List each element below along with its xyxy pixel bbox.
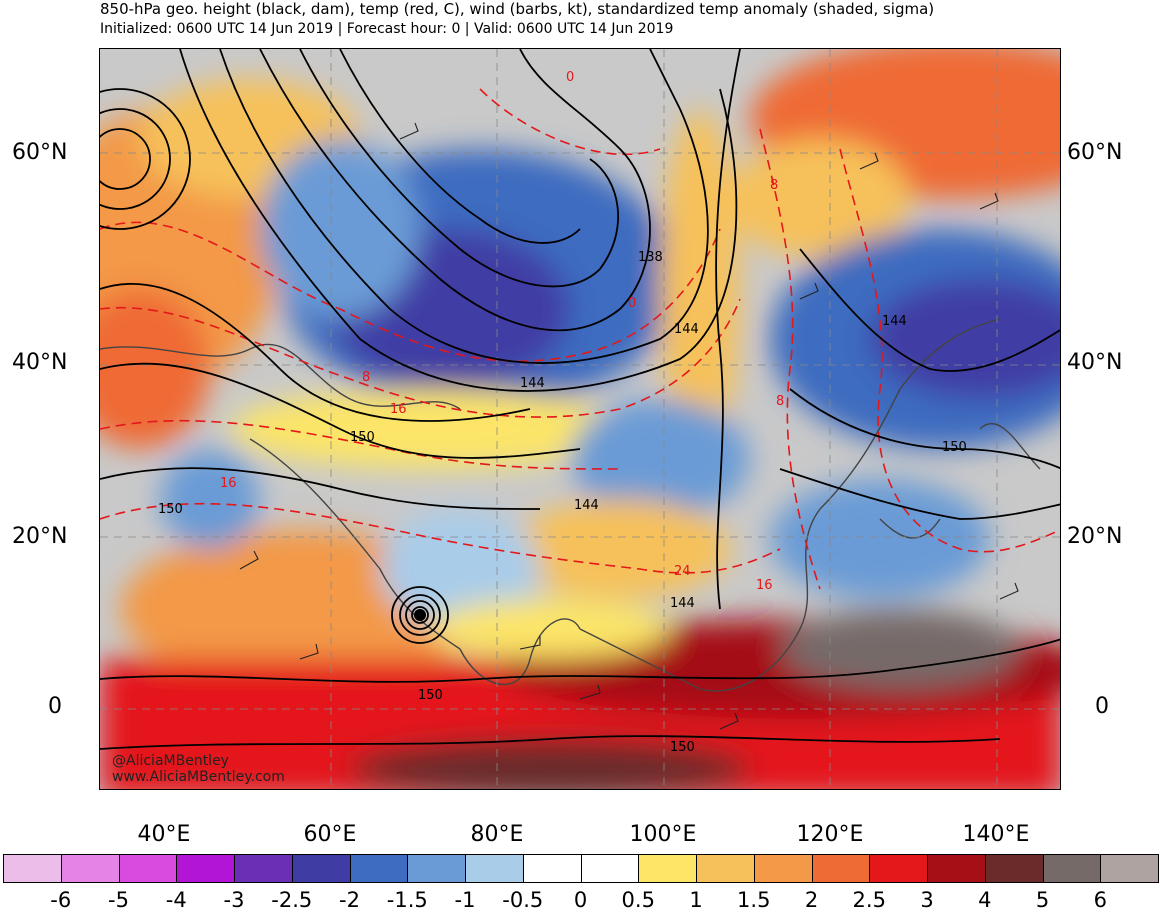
colorbar-label: 0.5 bbox=[621, 888, 655, 912]
credit-url: www.AliciaMBentley.com bbox=[112, 769, 285, 785]
lon-label: 120°E bbox=[796, 822, 864, 847]
colorbar-label: 1 bbox=[689, 888, 703, 912]
map-panel[interactable]: 138 144 144 144 150 150 150 150 144 144 … bbox=[99, 48, 1061, 790]
graticule bbox=[100, 49, 1060, 789]
colorbar-label: 2.5 bbox=[852, 888, 886, 912]
colorbar-swatch bbox=[1042, 854, 1102, 883]
colorbar-label: 5 bbox=[1035, 888, 1050, 912]
height-label: 144 bbox=[574, 498, 599, 513]
temp-label: 16 bbox=[390, 402, 407, 417]
chart-title: 850-hPa geo. height (black, dam), temp (… bbox=[100, 0, 935, 18]
colorbar-label: 2 bbox=[804, 888, 819, 912]
height-label: 138 bbox=[638, 250, 663, 265]
colorbar-swatch bbox=[118, 854, 178, 883]
colorbar-label: -3 bbox=[223, 888, 245, 912]
height-label: 150 bbox=[350, 430, 375, 445]
temp-label: 0 bbox=[566, 70, 574, 85]
colorbar-swatch bbox=[811, 854, 871, 883]
cyclone-center-icon bbox=[414, 609, 426, 621]
temp-label: 24 bbox=[674, 564, 691, 579]
map-canvas: 138 144 144 144 150 150 150 150 144 144 … bbox=[100, 49, 1060, 789]
colorbar-label: -2 bbox=[339, 888, 360, 912]
colorbar-label: -1 bbox=[454, 888, 476, 912]
credit-handle: @AliciaMBentley bbox=[112, 753, 229, 769]
lon-label: 140°E bbox=[962, 822, 1030, 847]
temp-label: 16 bbox=[756, 578, 773, 593]
lat-label-right: 60°N bbox=[1067, 140, 1123, 165]
colorbar-swatch bbox=[869, 854, 928, 883]
height-contours bbox=[100, 49, 1060, 750]
colorbar-label: 4 bbox=[978, 888, 992, 912]
colorbar-label: -5 bbox=[108, 888, 129, 912]
temperature-contours bbox=[100, 88, 1060, 590]
lat-label-left: 0 bbox=[48, 694, 62, 719]
contour-labels: 138 144 144 144 150 150 150 150 144 144 … bbox=[158, 70, 967, 755]
colorbar-swatch bbox=[234, 854, 293, 883]
lat-label-left: 40°N bbox=[12, 350, 68, 375]
colorbar-label: -0.5 bbox=[502, 888, 544, 912]
lon-label: 40°E bbox=[137, 822, 191, 847]
coastlines bbox=[100, 318, 1041, 692]
lat-label-left: 20°N bbox=[12, 524, 68, 549]
colorbar-swatch bbox=[1100, 854, 1159, 883]
lon-label: 60°E bbox=[303, 822, 357, 847]
lat-label-right: 20°N bbox=[1067, 524, 1123, 549]
lat-label-left: 60°N bbox=[12, 140, 68, 165]
colorbar-swatch bbox=[60, 854, 120, 883]
colorbar-label: 6 bbox=[1093, 888, 1107, 912]
colorbar-swatch bbox=[927, 854, 986, 883]
lat-label-right: 0 bbox=[1095, 694, 1109, 719]
colorbar-label: -4 bbox=[165, 888, 187, 912]
colorbar-swatch bbox=[753, 854, 813, 883]
colorbar bbox=[3, 854, 1159, 885]
colorbar-label: -2.5 bbox=[271, 888, 313, 912]
temp-label: 8 bbox=[362, 370, 370, 385]
height-label: 144 bbox=[670, 596, 695, 611]
colorbar-swatch bbox=[984, 854, 1044, 883]
height-label: 150 bbox=[670, 740, 695, 755]
height-label: 144 bbox=[882, 314, 907, 329]
temp-label: 16 bbox=[220, 476, 237, 491]
colorbar-swatch bbox=[522, 854, 582, 883]
colorbar-swatch bbox=[349, 854, 409, 883]
lon-label: 100°E bbox=[629, 822, 697, 847]
temp-label: 0 bbox=[628, 296, 636, 311]
lat-label-right: 40°N bbox=[1067, 350, 1123, 375]
colorbar-swatch bbox=[291, 854, 351, 883]
chart-subtitle: Initialized: 0600 UTC 14 Jun 2019 | Fore… bbox=[100, 21, 674, 37]
height-label: 150 bbox=[942, 440, 967, 455]
height-label: 144 bbox=[520, 376, 545, 391]
colorbar-swatch bbox=[638, 854, 697, 883]
colorbar-swatch bbox=[465, 854, 524, 883]
height-label: 150 bbox=[158, 502, 183, 517]
colorbar-swatch bbox=[176, 854, 235, 883]
colorbar-label: 0 bbox=[573, 888, 588, 912]
height-label: 150 bbox=[418, 688, 443, 703]
colorbar-swatch bbox=[580, 854, 640, 883]
lon-label: 80°E bbox=[470, 822, 524, 847]
colorbar-swatch bbox=[3, 854, 62, 883]
colorbar-swatch bbox=[407, 854, 466, 883]
colorbar-label: -1.5 bbox=[386, 888, 428, 912]
colorbar-swatch bbox=[696, 854, 755, 883]
colorbar-label: 3 bbox=[920, 888, 934, 912]
height-label: 144 bbox=[674, 322, 699, 337]
colorbar-label: -6 bbox=[50, 888, 72, 912]
temp-label: 8 bbox=[770, 178, 778, 193]
colorbar-label: 1.5 bbox=[737, 888, 771, 912]
temp-label: 8 bbox=[776, 394, 784, 409]
wind-barbs bbox=[239, 122, 1019, 730]
